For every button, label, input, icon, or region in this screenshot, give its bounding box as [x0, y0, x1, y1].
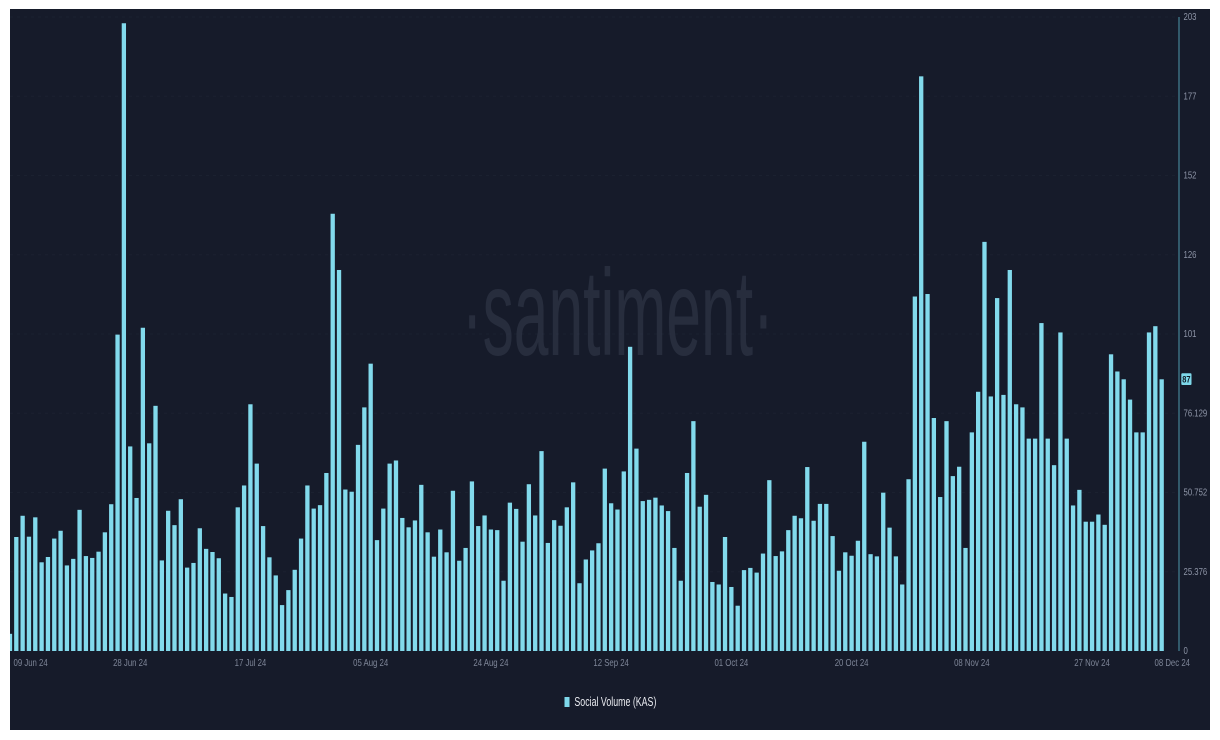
- svg-text:20 Oct 24: 20 Oct 24: [835, 657, 869, 668]
- svg-text:17 Jul 24: 17 Jul 24: [235, 657, 267, 668]
- svg-text:24 Aug 24: 24 Aug 24: [473, 657, 508, 668]
- svg-text:27 Nov 24: 27 Nov 24: [1074, 657, 1110, 668]
- svg-text:25.376: 25.376: [1184, 566, 1208, 577]
- svg-text:101: 101: [1184, 328, 1197, 339]
- svg-text:01 Oct 24: 01 Oct 24: [714, 657, 748, 668]
- svg-text:76.129: 76.129: [1184, 407, 1208, 418]
- svg-text:203: 203: [1184, 11, 1197, 22]
- svg-text:126: 126: [1184, 249, 1197, 260]
- svg-text:·santiment·: ·santiment·: [462, 244, 774, 381]
- svg-text:09 Jun 24: 09 Jun 24: [14, 657, 48, 668]
- svg-text:05 Aug 24: 05 Aug 24: [353, 657, 388, 668]
- svg-text:08 Nov 24: 08 Nov 24: [954, 657, 990, 668]
- svg-text:87: 87: [1182, 374, 1190, 385]
- svg-text:12 Sep 24: 12 Sep 24: [593, 657, 629, 668]
- svg-text:28 Jun 24: 28 Jun 24: [113, 657, 147, 668]
- svg-text:0: 0: [1184, 645, 1188, 656]
- svg-text:152: 152: [1184, 170, 1197, 181]
- svg-text:50.752: 50.752: [1184, 487, 1208, 498]
- svg-text:Social Volume (KAS): Social Volume (KAS): [574, 694, 656, 709]
- svg-text:08 Dec 24: 08 Dec 24: [1154, 657, 1190, 668]
- svg-text:177: 177: [1184, 90, 1197, 101]
